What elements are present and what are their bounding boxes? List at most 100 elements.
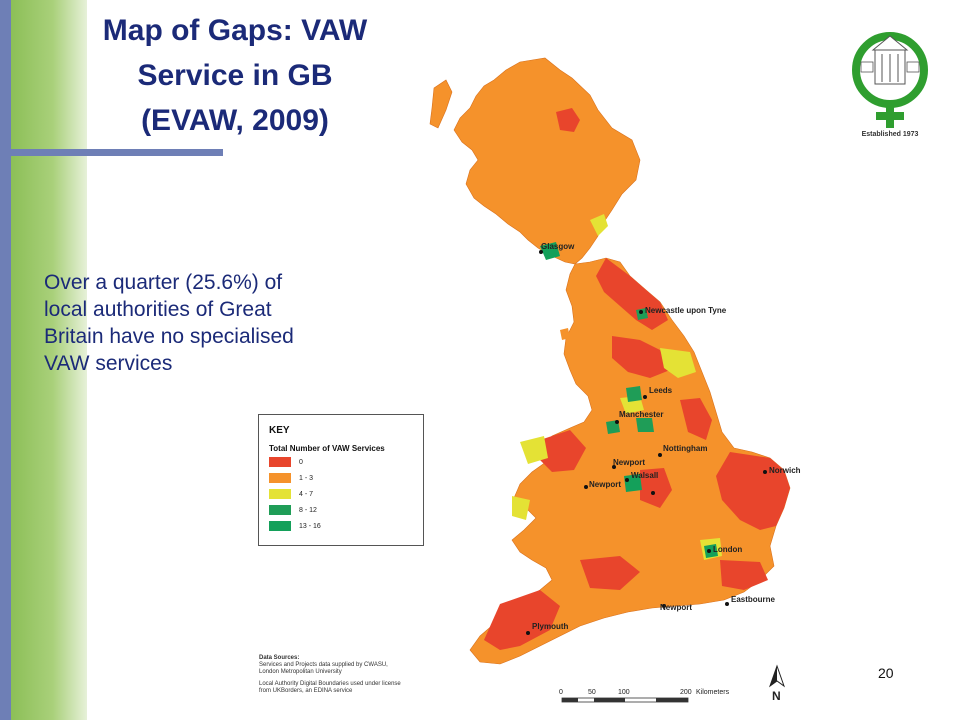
key-label: 4 - 7 [299,490,314,498]
scale-tick-200: 200 [680,689,692,696]
key-item: 0 [269,455,423,469]
scale-bar-graphic: 0 50 100 200 Kilometers [559,689,730,703]
city-label-nottingham: Nottingham [663,444,708,453]
data-sources: Data Sources: Services and Projects data… [259,655,459,695]
region-red-north-east [596,258,668,330]
city-label-london: London [713,545,743,554]
city-label-plymouth: Plymouth [532,622,569,631]
city-dot-eastbourne [725,602,729,606]
key-item: 1 - 3 [269,471,423,485]
region-red-yorkshire [612,336,670,378]
north-label: N [772,689,781,703]
sources-heading: Data Sources: [259,655,300,661]
city-label-glasgow: Glasgow [541,242,575,251]
region-yellow-3 [512,496,530,520]
sources-line-1: Services and Projects data supplied by C… [259,662,388,668]
page-number: 20 [878,665,894,681]
sources-line-4: from UKBorders, an EDINA service [259,688,353,694]
city-dot-walsall [625,478,629,482]
city-dot-nottingham [658,453,662,457]
region-england-wales [469,257,791,665]
region-green-manchester [636,418,654,432]
key-item: 8 - 12 [269,503,423,517]
region-green-leeds [626,386,642,402]
body-line-4: VAW services [44,352,173,375]
venus-symbol-icon [852,32,928,128]
region-glasgow [540,242,560,260]
region-isle-of-man [560,328,570,340]
city-label-newport-2: Newport [589,480,621,489]
left-accent-bar-green [11,0,87,720]
key-label: 8 - 12 [299,506,317,514]
city-label-walsall: Walsall [631,471,659,480]
body-line-1: Over a quarter (25.6%) of [44,271,283,294]
body-text: Over a quarter (25.6%) of local authorit… [44,269,384,377]
city-label-newcastle: Newcastle upon Tyne [645,306,727,315]
region-red-east [716,452,790,530]
key-swatch [269,521,291,531]
region-red-south [580,556,640,590]
key-swatch [269,457,291,467]
region-scotland [453,57,641,265]
region-yellow-2 [520,436,548,464]
key-swatch [269,489,291,499]
scale-tick-100: 100 [618,689,630,696]
scale-tick-50: 50 [588,689,596,696]
city-markers [526,250,767,635]
title-line-3: (EVAW, 2009) [141,104,329,137]
region-yellow-1 [660,348,696,378]
region-green-birmingham [624,474,642,492]
scale-bar: 0 50 100 200 Kilometers [556,686,746,706]
city-dot-plymouth [526,631,530,635]
city-label-eastbourne: Eastbourne [731,595,776,604]
key-swatch [269,505,291,515]
key-swatch [269,473,291,483]
city-dot-london [707,549,711,553]
city-label-newport-3: Newport [660,603,692,612]
region-scotland-highlands [556,108,580,132]
organisation-logo [845,20,935,145]
city-dot-newcastle [639,310,643,314]
city-dot-norwich [763,470,767,474]
key-label: 0 [299,458,303,466]
gb-map-graphic [429,57,791,665]
sources-line-3: Local Authority Digital Boundaries used … [259,681,401,687]
scale-unit: Kilometers [696,689,730,696]
region-red-midlands [640,468,672,508]
north-arrow-graphic: N [769,664,785,703]
city-dot-newport-3 [662,604,666,608]
body-line-2: local authorities of Great [44,298,272,321]
city-dot-leeds [643,395,647,399]
key-item: 13 - 16 [269,519,423,533]
left-accent-bar-blue [0,0,11,720]
region-scotland-west-isles [429,79,453,129]
region-red-lincoln [680,398,712,440]
key-title: KEY [269,425,290,436]
city-label-norwich: Norwich [769,466,801,475]
city-dot-manchester [615,420,619,424]
city-label-leeds: Leeds [649,386,673,395]
city-label-manchester: Manchester [619,410,664,419]
region-scotland-borders [590,214,608,236]
title-underline [11,149,223,156]
sources-line-2: London Metropolitan University [259,669,342,675]
city-dot-newport-2 [584,485,588,489]
gb-map [222,30,828,720]
map-key: KEY Total Number of VAW Services 0 1 - 3… [258,414,424,546]
city-label-newport-1: Newport [613,458,645,467]
city-dot-newport-1 [612,465,616,469]
city-dot-glasgow [539,250,543,254]
key-item: 4 - 7 [269,487,423,501]
title-line-2: Service in GB [137,59,333,92]
scale-tick-0: 0 [559,689,563,696]
title-line-1: Map of Gaps: VAW [102,14,368,47]
slide-title: Map of Gaps: VAW Service in GB (EVAW, 20… [60,8,410,143]
region-red-kent [720,560,768,590]
region-red-southwest [484,590,560,650]
city-dot-extra-1 [651,491,655,495]
region-green-newcastle [636,308,648,320]
logo-caption: Established 1973 [861,131,919,138]
key-label: 13 - 16 [299,522,321,530]
north-arrow-icon: N [766,664,788,704]
region-red-wales [540,430,586,472]
